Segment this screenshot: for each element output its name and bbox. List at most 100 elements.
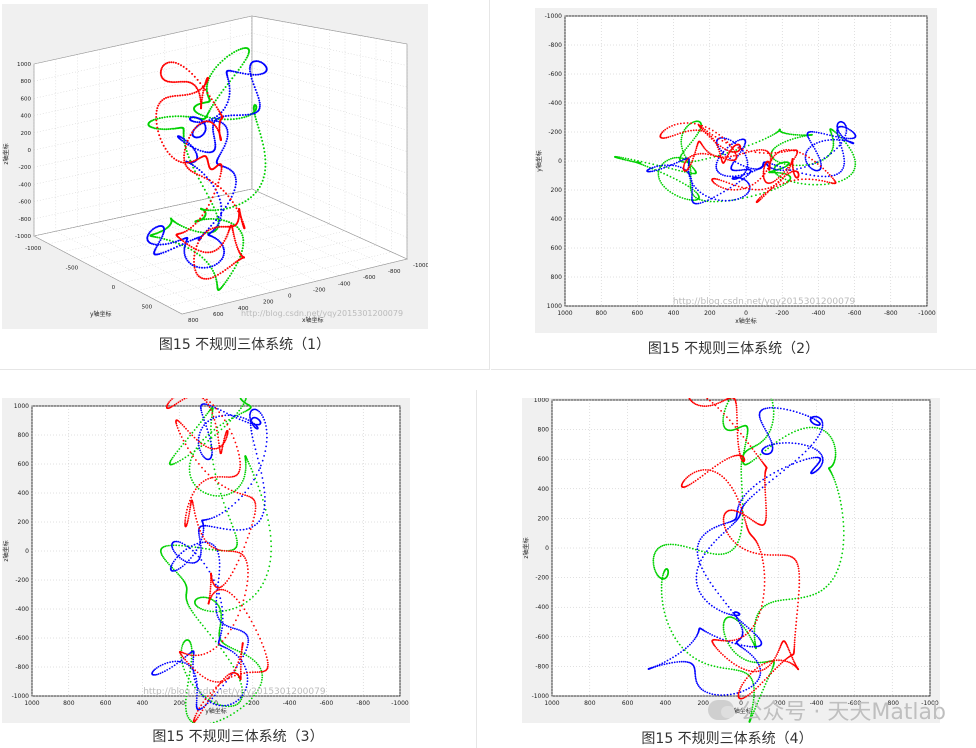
series-3-point (808, 178, 811, 181)
series-3-point (168, 401, 171, 403)
series-3-point (758, 151, 761, 154)
grid-line-floor-b (77, 226, 228, 304)
series-3-point (682, 131, 684, 134)
series-3-point (717, 143, 720, 146)
series-3-point (754, 182, 757, 184)
series-2-point (247, 639, 250, 641)
series-2-point (838, 144, 841, 147)
series-1-point (255, 481, 258, 484)
series-3-point (239, 670, 242, 673)
series-1-point (774, 600, 777, 603)
series-3-point (201, 234, 204, 237)
series-1-point (205, 218, 208, 221)
series-3-point (823, 180, 826, 183)
series-3-point (191, 131, 194, 134)
series-2-point (194, 151, 197, 153)
series-3-point (771, 157, 774, 160)
series-2-point (212, 702, 215, 705)
series-3-point (219, 272, 222, 275)
series-3-point (202, 398, 205, 400)
series-2-point (198, 434, 201, 436)
series-1-point (181, 577, 183, 580)
series-2-point (740, 169, 743, 172)
series-1-point (209, 209, 212, 212)
series-3-point (722, 157, 725, 160)
series-1-point (189, 680, 192, 683)
series-2-point (226, 528, 228, 531)
series-2-point (162, 231, 165, 234)
series-3-point (192, 128, 195, 131)
series-2-point (168, 667, 171, 670)
series-2-point (687, 162, 690, 165)
series-1-point (238, 701, 240, 704)
series-2-point (255, 91, 258, 94)
series-3-point (708, 132, 711, 134)
series-1-point (199, 181, 202, 184)
series-1-point (802, 164, 804, 167)
series-1-point (233, 712, 236, 714)
series-3-point (712, 140, 715, 142)
series-3-point (179, 400, 182, 403)
series-2-point (188, 561, 191, 564)
z-axis-label: z轴坐标 (2, 143, 10, 164)
series-3-point (778, 150, 781, 153)
series-3-point (735, 154, 737, 157)
series-1-point (780, 599, 782, 602)
series-3-point (215, 106, 218, 109)
series-3-point (667, 136, 670, 139)
series-2-point (196, 686, 199, 688)
series-3-point (186, 139, 189, 142)
series-2-point (218, 198, 221, 201)
series-1-point (240, 698, 243, 701)
series-2-point (200, 451, 202, 454)
series-1-point (198, 607, 201, 609)
series-2-point (199, 540, 202, 543)
series-1-point (212, 721, 215, 723)
series-3-point (253, 516, 255, 519)
series-1-point (788, 598, 791, 601)
series-3-point (218, 643, 221, 646)
series-1-point (217, 431, 220, 434)
series-1-point (688, 198, 691, 201)
series-2-point (171, 545, 173, 548)
series-2-point (161, 671, 164, 674)
series-3-point (770, 186, 773, 189)
series-2-point (246, 635, 249, 638)
series-1-point (214, 640, 217, 643)
series-2-point (722, 174, 724, 176)
series-2-point (826, 133, 828, 136)
series-2-point (242, 528, 245, 531)
series-2-point (215, 262, 218, 265)
series-3-point (213, 419, 216, 421)
series-1-point (779, 167, 782, 170)
series-2-point (237, 698, 240, 701)
series-1-point (182, 134, 185, 137)
series-3-point (830, 182, 833, 184)
series-3-point (211, 250, 214, 253)
series-3-point (785, 148, 788, 151)
series-2-point (690, 180, 693, 182)
series-2-point (804, 158, 807, 161)
series-3-point (679, 122, 682, 125)
series-3-point (173, 81, 176, 84)
series-3-point (673, 124, 676, 126)
series-3-point (791, 163, 794, 166)
series-1-point (181, 458, 184, 460)
series-3-point (231, 229, 234, 232)
series-2-point (731, 175, 734, 178)
series-1-point (258, 686, 261, 689)
series-3-point (207, 251, 210, 254)
series-3-point (235, 563, 238, 566)
series-1-point (823, 587, 825, 590)
series-1-point (169, 115, 171, 118)
series-2-point (200, 559, 203, 561)
series-1-point (246, 459, 249, 461)
series-1-point (812, 183, 814, 186)
series-3-point (221, 640, 224, 642)
series-2-point (653, 166, 656, 168)
series-2-point (221, 149, 224, 152)
series-3-point (220, 170, 223, 173)
series-3-point (219, 245, 222, 248)
x-tick-label: 800 (595, 310, 607, 317)
series-1-point (197, 487, 200, 490)
